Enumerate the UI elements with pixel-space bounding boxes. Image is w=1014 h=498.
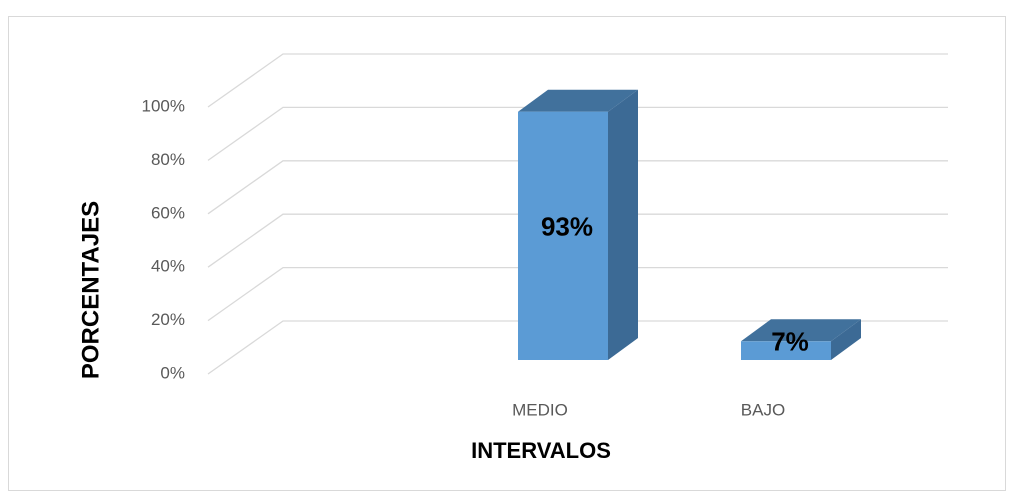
data-label: 93%	[541, 212, 593, 242]
grid-line	[207, 106, 948, 161]
y-tick-label: 40%	[151, 257, 185, 276]
y-tick-label: 60%	[151, 203, 185, 222]
grid-line	[207, 160, 948, 215]
grid-line	[207, 266, 948, 322]
bar	[741, 341, 831, 360]
grid-line	[207, 320, 948, 375]
x-tick-label: MEDIO	[512, 400, 568, 419]
y-axis-title: PORCENTAJES	[77, 201, 104, 379]
chart-frame	[8, 16, 1006, 491]
bar-side	[608, 89, 638, 360]
y-tick-label: 20%	[151, 310, 185, 329]
data-label: 7%	[771, 327, 809, 357]
x-axis-title: INTERVALOS	[471, 438, 611, 463]
grid-line	[207, 53, 948, 108]
y-tick-label: 80%	[151, 150, 185, 169]
x-tick-label: BAJO	[741, 400, 785, 419]
bar-top	[518, 89, 638, 112]
bar-side	[831, 319, 861, 360]
bar-top	[741, 319, 861, 342]
y-tick-label: 100%	[142, 96, 185, 115]
y-tick-label: 0%	[160, 363, 185, 382]
grid-line	[207, 213, 948, 268]
bar	[518, 111, 608, 360]
